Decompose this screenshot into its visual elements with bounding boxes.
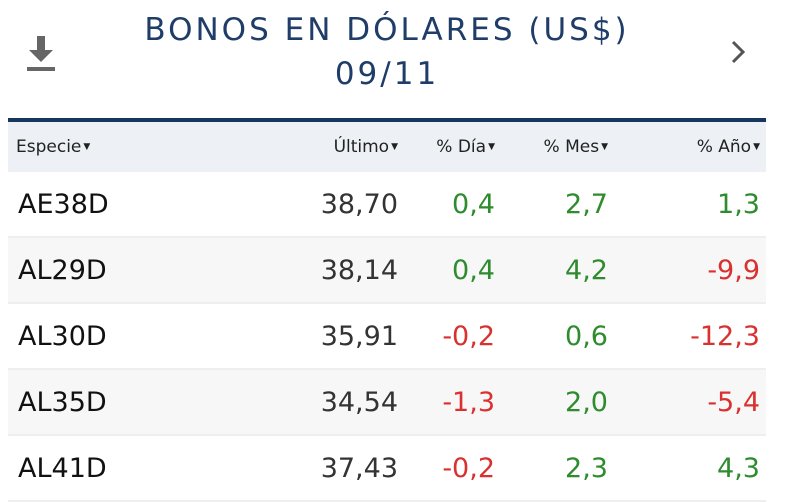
column-header-ano[interactable]: % Año ▼ — [618, 122, 760, 172]
sort-caret-icon: ▼ — [753, 142, 760, 152]
day-change-cell: -0,2 — [442, 452, 495, 484]
year-change-cell: -5,4 — [707, 386, 760, 418]
month-change-cell: 2,0 — [565, 386, 608, 418]
last-price-cell: 35,91 — [320, 320, 398, 352]
month-change-cell: 0,6 — [565, 320, 608, 352]
sort-caret-icon: ▼ — [601, 142, 608, 152]
column-header-label: Especie — [16, 137, 82, 157]
column-header-ultimo[interactable]: Último ▼ — [238, 122, 398, 172]
column-header-label: % Mes — [543, 137, 600, 157]
month-change-cell: 2,3 — [565, 452, 608, 484]
day-change-cell: -0,2 — [442, 320, 495, 352]
table-header-row: Especie ▼ Último ▼ % Día ▼ % Mes ▼ % Año ▼ — [8, 122, 766, 172]
title-line-1: BONOS EN DÓLARES (US$) — [144, 12, 630, 48]
month-change-cell: 4,2 — [565, 254, 608, 286]
sort-caret-icon: ▼ — [391, 142, 398, 152]
day-change-cell: 0,4 — [452, 254, 495, 286]
month-change-cell: 2,7 — [565, 188, 608, 220]
sort-caret-icon: ▼ — [83, 142, 91, 152]
column-header-label: % Año — [696, 137, 752, 157]
ticker-cell[interactable]: AL30D — [18, 320, 107, 352]
last-price-cell: 34,54 — [320, 386, 398, 418]
ticker-cell[interactable]: AE38D — [18, 188, 109, 220]
day-change-cell: -1,3 — [442, 386, 495, 418]
column-header-dia[interactable]: % Día ▼ — [403, 122, 495, 172]
title-date: 09/11 — [334, 56, 440, 92]
day-change-cell: 0,4 — [452, 188, 495, 220]
year-change-cell: -12,3 — [690, 320, 760, 352]
table-row[interactable]: AL41D 37,43 -0,2 2,3 4,3 — [8, 436, 766, 502]
chevron-right-icon[interactable] — [728, 38, 748, 66]
column-header-label: % Día — [436, 137, 487, 157]
table-row[interactable]: AL35D 34,54 -1,3 2,0 -5,4 — [8, 370, 766, 436]
table-row[interactable]: AL30D 35,91 -0,2 0,6 -12,3 — [8, 304, 766, 370]
last-price-cell: 38,70 — [320, 188, 398, 220]
last-price-cell: 38,14 — [320, 254, 398, 286]
table-row[interactable]: AE38D 38,70 0,4 2,7 1,3 — [8, 172, 766, 238]
year-change-cell: 4,3 — [717, 452, 760, 484]
ticker-cell[interactable]: AL41D — [18, 452, 107, 484]
column-header-label: Último — [333, 137, 390, 157]
widget-header: BONOS EN DÓLARES (US$) 09/11 — [8, 0, 766, 122]
year-change-cell: -9,9 — [707, 254, 760, 286]
sort-caret-icon: ▼ — [488, 142, 495, 152]
column-header-especie[interactable]: Especie ▼ — [16, 122, 216, 172]
column-header-mes[interactable]: % Mes ▼ — [498, 122, 608, 172]
table-row[interactable]: AL29D 38,14 0,4 4,2 -9,9 — [8, 238, 766, 304]
ticker-cell[interactable]: AL29D — [18, 254, 107, 286]
bonds-widget: BONOS EN DÓLARES (US$) 09/11 Especie ▼ Úl… — [8, 0, 766, 502]
download-icon[interactable] — [24, 34, 58, 74]
ticker-cell[interactable]: AL35D — [18, 386, 107, 418]
widget-title: BONOS EN DÓLARES (US$) 09/11 — [8, 8, 766, 96]
last-price-cell: 37,43 — [320, 452, 398, 484]
year-change-cell: 1,3 — [717, 188, 760, 220]
bonds-table: Especie ▼ Último ▼ % Día ▼ % Mes ▼ % Año ▼ AE… — [8, 122, 766, 502]
